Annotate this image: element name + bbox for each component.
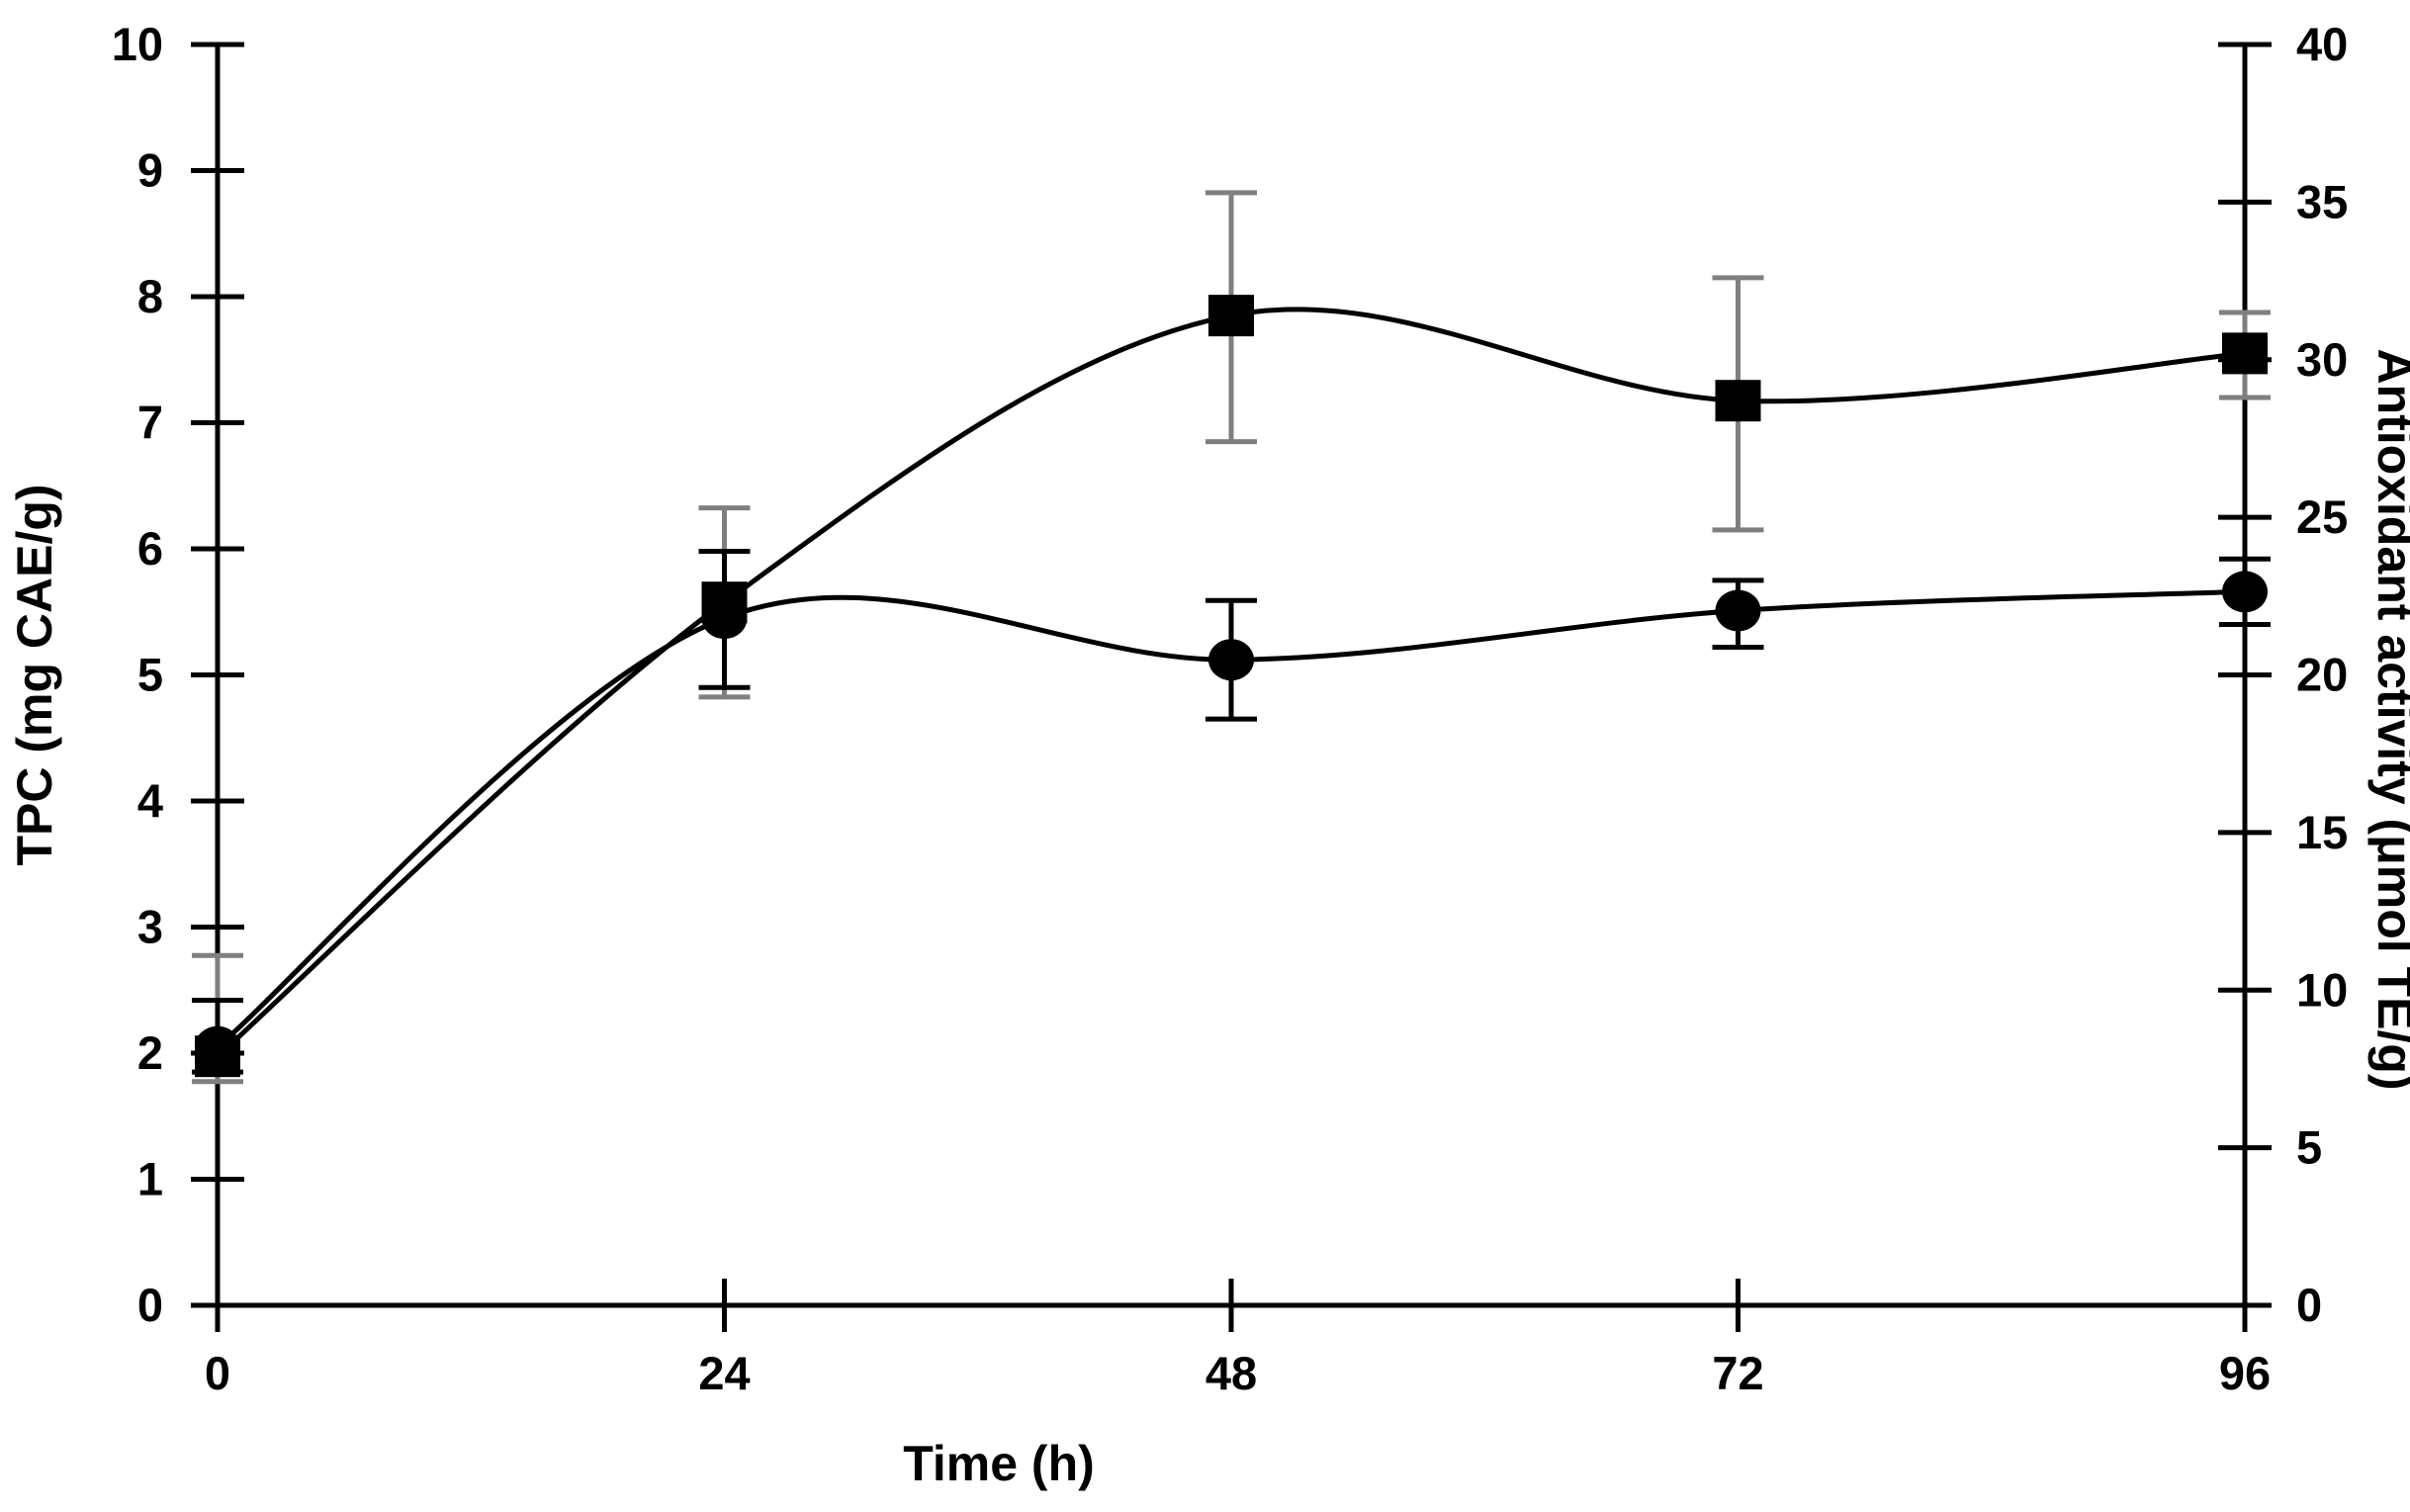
right-axis-tick-label: 0 (2296, 1279, 2322, 1331)
right-axis-tick-label: 15 (2296, 806, 2348, 858)
left-axis-tick-label: 6 (137, 522, 163, 575)
circle-marker (1715, 589, 1761, 632)
right-axis-tick-label: 25 (2296, 490, 2348, 543)
x-axis-tick-label: 48 (1205, 1347, 1257, 1399)
left-axis-tick-label: 4 (137, 774, 163, 827)
square-marker (1715, 380, 1761, 422)
circle-marker (195, 1025, 240, 1068)
x-axis-tick-label: 72 (1712, 1347, 1763, 1399)
right-axis-tick-label: 5 (2296, 1121, 2322, 1174)
circle-marker (2222, 571, 2268, 613)
left-axis-tick-label: 7 (137, 397, 163, 449)
right-axis-tick-label: 35 (2296, 175, 2348, 227)
left-axis-tick-label: 10 (112, 18, 163, 70)
circle-marker (1208, 639, 1254, 681)
left-axis-title: TPC (mg CAE/g) (7, 484, 62, 865)
right-axis-tick-label: 20 (2296, 649, 2348, 701)
square-marker (2222, 332, 2268, 375)
x-axis-tick-label: 0 (205, 1347, 230, 1399)
x-axis-title: Time (h) (903, 1436, 1095, 1491)
x-axis-tick-label: 24 (698, 1347, 750, 1399)
right-axis-title: Antioxidant activity (μmol TE/g) (2367, 348, 2410, 1090)
circle-marker (701, 597, 748, 640)
tpc-series-line (216, 588, 2246, 1049)
left-axis-tick-label: 0 (137, 1279, 163, 1331)
right-axis-tick-label: 40 (2296, 18, 2348, 70)
left-axis-tick-label: 1 (137, 1153, 163, 1205)
left-axis-tick-label: 2 (137, 1026, 163, 1079)
antioxidant-activity-series-line (216, 307, 2246, 1059)
square-marker (1208, 295, 1254, 337)
left-axis-tick-label: 3 (137, 901, 163, 953)
x-axis-tick-label: 96 (2219, 1347, 2271, 1399)
left-axis-tick-label: 5 (137, 649, 163, 701)
left-axis-tick-label: 9 (137, 144, 163, 197)
left-axis-tick-label: 8 (137, 270, 163, 322)
right-axis-tick-label: 30 (2296, 333, 2348, 386)
right-axis-tick-label: 10 (2296, 963, 2348, 1016)
